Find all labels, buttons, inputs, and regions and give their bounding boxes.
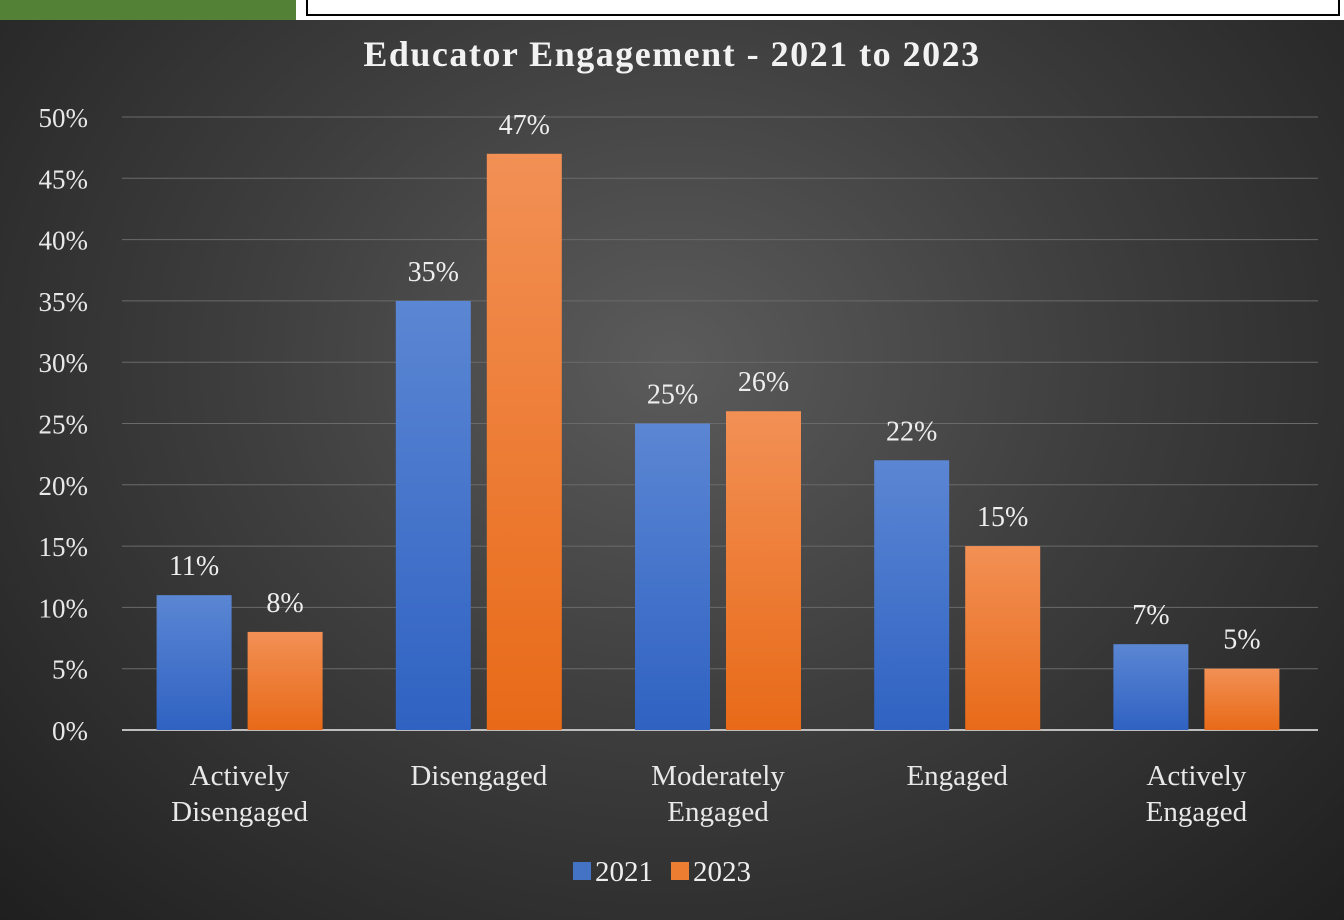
data-label: 22% [886,416,937,447]
y-tick-label: 25% [39,410,89,440]
bar-2021-2 [635,423,710,730]
y-axis-ticks: 0% 5% 10% 15% 20% 25% 30% 35% 40% 45% 50% [39,103,89,746]
y-tick-label: 45% [39,164,89,194]
bar-2023-1 [486,153,562,730]
legend-swatch-2023 [671,862,689,880]
bar-2023-0 [247,631,323,730]
y-tick-label: 30% [39,348,89,378]
bar-2021-0 [156,595,232,730]
x-tick-label: Actively Engaged [1146,760,1248,828]
chart-area: Educator Engagement - 2021 to 2023 0% 5% 1… [0,20,1344,920]
data-label: 7% [1132,600,1169,631]
x-tick-label: Disengaged [410,760,547,792]
header-green-cell [0,0,296,20]
y-tick-label: 5% [52,655,88,685]
bar-chart: Educator Engagement - 2021 to 2023 0%5%1… [39,34,1318,888]
y-tick-label: 10% [39,593,89,623]
x-tick-label: Actively Disengaged [171,760,308,828]
x-tick-label: Moderately Engaged [651,760,785,828]
y-tick-label: 35% [39,287,89,317]
data-label: 25% [647,380,698,411]
y-tick-label: 0% [52,716,88,746]
data-label: 15% [977,502,1028,533]
y-tick-label: 40% [39,226,89,256]
data-label: 35% [408,257,459,288]
bar-2021-1 [395,300,471,730]
data-label: 11% [169,551,219,582]
data-label: 26% [738,367,789,398]
legend-label: 2021 [595,856,653,888]
bar-2021-4 [1113,644,1189,730]
top-strip [0,0,1344,20]
x-tick-label: Engaged [906,760,1008,792]
y-tick-label: 20% [39,471,89,501]
legend: 2021 2023 [573,856,751,888]
x-axis-labels: Actively Disengaged Disengaged Moderately En… [171,760,1247,828]
bar-2023-2 [726,411,801,730]
y-tick-label: 50% [39,103,89,133]
data-label: 8% [266,588,303,619]
bar-2021-3 [874,460,950,730]
bar-2023-4 [1204,668,1280,730]
bars [156,153,1280,730]
legend-swatch-2021 [573,862,591,880]
data-label: 5% [1223,625,1260,656]
legend-label: 2023 [693,856,751,888]
header-text-cell [306,0,1340,16]
data-labels: 11% 8% 35% 47% 25% 26% 22% 15% 7% 5% [169,110,1261,656]
bar-2023-3 [965,546,1041,730]
y-tick-label: 15% [39,532,89,562]
chart-title: Educator Engagement - 2021 to 2023 [363,34,980,74]
data-label: 47% [499,110,550,141]
